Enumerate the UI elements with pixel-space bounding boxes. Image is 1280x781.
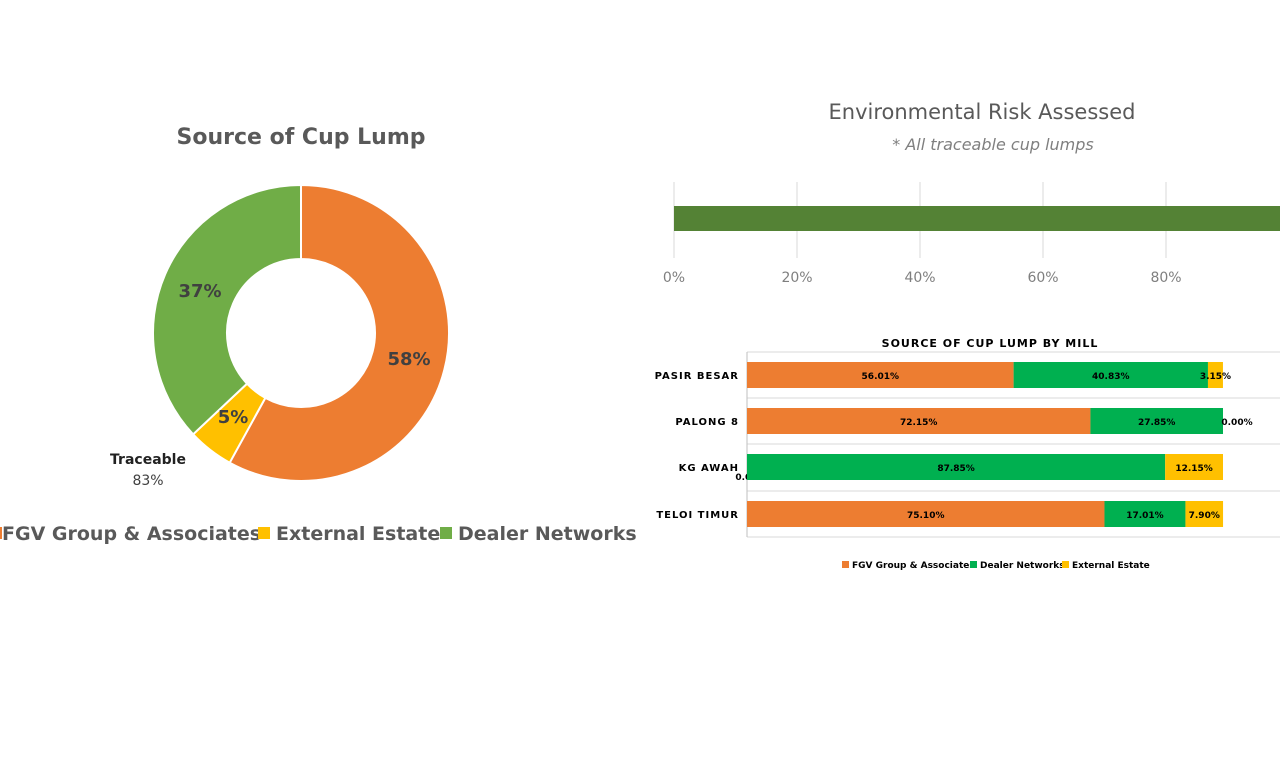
donut-chart	[152, 183, 450, 482]
mill-category-label: PASIR BESAR	[655, 371, 739, 382]
mill-data-label: 7.90%	[1189, 511, 1220, 521]
env-tick-label: 80%	[1150, 270, 1181, 286]
mill-data-label: 72.15%	[900, 418, 938, 428]
mill-category-label: KG AWAH	[679, 463, 739, 474]
mill-bar-segment	[747, 362, 1014, 388]
mill-data-label: 17.01%	[1126, 511, 1164, 521]
mill-data-label: 40.83%	[1092, 372, 1130, 382]
mill-data-label: 12.15%	[1175, 464, 1213, 474]
mill-bar-segment	[1104, 501, 1186, 527]
mill-legend-swatch	[842, 561, 849, 568]
mill-data-label: 75.10%	[907, 511, 945, 521]
donut-legend-label: FGV Group & Associates	[2, 523, 261, 545]
mill-data-label: 27.85%	[1138, 418, 1176, 428]
mill-legend: FGV Group & Associates Dealer Networks Ext…	[842, 561, 1150, 571]
mill-category-label: TELOI TIMUR	[656, 510, 739, 521]
traceable-value: 83%	[132, 473, 163, 489]
mill-bar-segment	[1185, 501, 1224, 527]
env-risk-chart: 0%20%40%60%80%1	[663, 182, 1280, 286]
donut-data-label: 5%	[218, 407, 249, 428]
donut-legend-label: Dealer Networks	[458, 523, 637, 545]
donut-legend-swatch	[258, 527, 270, 539]
mill-stacked-chart: PASIR BESAR 56.01% 40.83% 3.15% PALONG 8 72.1…	[655, 351, 1280, 538]
mill-data-label: 0.00%	[1221, 418, 1252, 428]
env-tick-label: 60%	[1027, 270, 1058, 286]
env-subtitle: * All traceable cup lumps	[892, 135, 1093, 154]
donut-data-label: 58%	[387, 349, 430, 370]
mill-title: SOURCE OF CUP LUMP BY MILL	[882, 337, 1099, 350]
mill-bar-segment	[1165, 454, 1223, 480]
donut-legend-label: External Estate	[276, 523, 440, 545]
donut-legend-swatch	[0, 527, 2, 539]
donut-title: Source of Cup Lump	[176, 125, 425, 150]
mill-data-label: 3.15%	[1200, 372, 1231, 382]
mill-category-label: PALONG 8	[675, 417, 739, 428]
env-title: Environmental Risk Assessed	[829, 100, 1136, 124]
env-tick-label: 40%	[904, 270, 935, 286]
env-bar	[674, 206, 1280, 231]
mill-bar-segment	[747, 454, 1166, 480]
mill-legend-label: FGV Group & Associates	[852, 561, 975, 571]
env-tick-label: 20%	[781, 270, 812, 286]
mill-bar-segment	[1013, 362, 1208, 388]
mill-legend-label: External Estate	[1072, 561, 1150, 571]
mill-legend-swatch	[970, 561, 977, 568]
donut-legend: FGV Group & Associates External Estate Dea…	[0, 523, 637, 545]
traceable-label: Traceable	[110, 452, 186, 468]
env-tick-label: 0%	[663, 270, 685, 286]
mill-legend-label: Dealer Networks	[980, 561, 1065, 571]
donut-labels: 58% 5% 37%	[178, 281, 430, 428]
donut-legend-swatch	[440, 527, 452, 539]
donut-slice-fgv-group-associates	[228, 183, 450, 482]
mill-legend-swatch	[1062, 561, 1069, 568]
mill-bar-segment	[747, 501, 1105, 527]
mill-data-label: 56.01%	[862, 372, 900, 382]
mill-data-label: 87.85%	[937, 464, 975, 474]
mill-bar-segment	[1207, 362, 1223, 388]
mill-bar-segment	[747, 408, 1091, 434]
donut-slice-dealer-networks	[152, 183, 302, 436]
mill-bar-segment	[1090, 408, 1223, 434]
donut-data-label: 37%	[178, 281, 221, 302]
